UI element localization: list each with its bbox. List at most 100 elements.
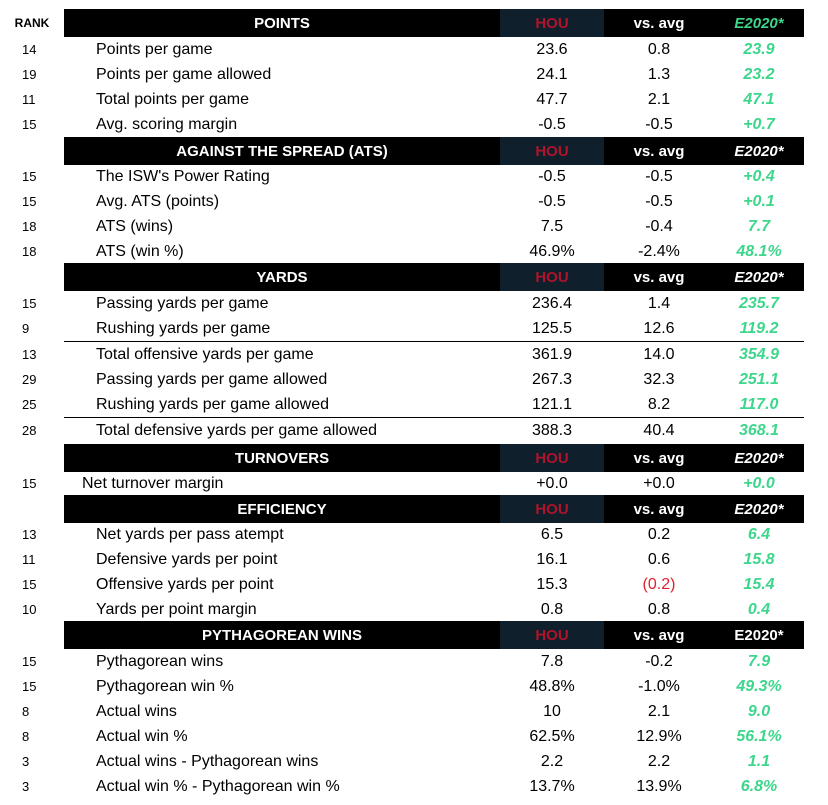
team-value: 10	[543, 702, 561, 720]
vs-avg-value: 2.1	[647, 702, 671, 720]
stat-label: Actual wins - Pythagorean wins	[96, 752, 319, 770]
stat-label: Rushing yards per game allowed	[96, 395, 330, 413]
table-row: 9 Rushing yards per game 125.5 12.6 119.2	[0, 316, 828, 341]
rank-cell: 15	[22, 117, 37, 132]
stat-label: Net turnover margin	[82, 474, 224, 492]
vs-avg-value: -0.2	[645, 652, 673, 670]
table-row: 18 ATS (wins) 7.5 -0.4 7.7	[0, 214, 828, 239]
e2020-value: 251.1	[738, 370, 780, 388]
section-header: AGAINST THE SPREAD (ATS) HOU vs. avg E2020*	[0, 137, 828, 165]
stat-label: Total points per game	[96, 90, 249, 108]
rank-cell: 28	[22, 423, 37, 438]
table-row: 3 Actual wins - Pythagorean wins 2.2 2.2 1.1	[0, 749, 828, 774]
e2020-value: 7.7	[747, 217, 771, 235]
rank-cell: 15	[22, 194, 37, 209]
stat-label: Actual win % - Pythagorean win %	[96, 777, 340, 795]
team-value: 0.8	[540, 600, 564, 618]
row-divider	[64, 341, 804, 342]
team-value: 6.5	[540, 525, 564, 543]
section-title: AGAINST THE SPREAD (ATS)	[176, 142, 388, 160]
e2020-value: 23.9	[743, 40, 775, 58]
team-value: 361.9	[531, 345, 573, 363]
team-column-header: HOU	[500, 137, 604, 165]
table-row: 15 Net turnover margin +0.0 +0.0 +0.0	[0, 471, 828, 496]
team-value: 236.4	[531, 294, 573, 312]
rank-cell: 8	[22, 704, 30, 719]
stat-label: Passing yards per game	[96, 294, 269, 312]
table-row: 19 Points per game allowed 24.1 1.3 23.2	[0, 62, 828, 87]
stat-label: The ISW's Power Rating	[96, 167, 270, 185]
team-value: 267.3	[531, 370, 573, 388]
rank-cell: 3	[22, 779, 30, 794]
e2020-value: 9.0	[747, 702, 771, 720]
e2020-value: +0.0	[743, 474, 775, 492]
section-title: EFFICIENCY	[237, 500, 327, 518]
vs-avg-value: +0.0	[643, 474, 675, 492]
vs-avg-value: 14.0	[643, 345, 675, 363]
table-row: 10 Yards per point margin 0.8 0.8 0.4	[0, 597, 828, 622]
table-row: 28 Total defensive yards per game allowed…	[0, 418, 828, 443]
vs-avg-value: -0.4	[645, 217, 673, 235]
vs-avg-column-header: vs. avg	[633, 268, 685, 286]
rank-cell: 3	[22, 754, 30, 769]
e2020-value: +0.4	[743, 167, 775, 185]
stat-label: Total defensive yards per game allowed	[96, 421, 378, 439]
table-row: 14 Points per game 23.6 0.8 23.9	[0, 37, 828, 62]
stat-label: Offensive yards per point	[96, 575, 274, 593]
table-row: 15 Avg. scoring margin -0.5 -0.5 +0.7	[0, 112, 828, 137]
e2020-value: 6.8%	[740, 777, 778, 795]
e2020-value: 119.2	[739, 319, 779, 337]
rank-cell: 15	[22, 296, 37, 311]
team-value: 62.5%	[529, 727, 575, 745]
rank-cell: 18	[22, 219, 37, 234]
team-value: -0.5	[538, 192, 566, 210]
rank-cell: 9	[22, 321, 30, 336]
stat-label: Actual win %	[96, 727, 188, 745]
team-value: 125.5	[531, 319, 573, 337]
table-row: 18 ATS (win %) 46.9% -2.4% 48.1%	[0, 239, 828, 264]
e2020-value: 1.1	[747, 752, 771, 770]
vs-avg-value: 0.8	[647, 40, 671, 58]
team-value: 46.9%	[529, 242, 575, 260]
rank-cell: 29	[22, 372, 37, 387]
team-value: 15.3	[536, 575, 568, 593]
table-row: 11 Total points per game 47.7 2.1 47.1	[0, 87, 828, 112]
rank-cell: 11	[22, 92, 36, 107]
section-header: EFFICIENCY HOU vs. avg E2020*	[0, 495, 828, 523]
team-value: -0.5	[538, 115, 566, 133]
team-value: 23.6	[536, 40, 568, 58]
rank-cell: 15	[22, 577, 37, 592]
table-row: 15 Pythagorean wins 7.8 -0.2 7.9	[0, 649, 828, 674]
table-row: 13 Net yards per pass atempt 6.5 0.2 6.4	[0, 522, 828, 547]
stat-label: Avg. ATS (points)	[96, 192, 220, 210]
e2020-value: 235.7	[738, 294, 780, 312]
header-bar	[64, 621, 804, 649]
team-column-header: HOU	[500, 621, 604, 649]
e2020-value: 23.2	[743, 65, 775, 83]
vs-avg-column-header: vs. avg	[633, 14, 685, 32]
e2020-value: 47.1	[743, 90, 775, 108]
rank-cell: 8	[22, 729, 30, 744]
vs-avg-value: 12.9%	[636, 727, 682, 745]
e2020-column-header: E2020*	[734, 14, 784, 32]
team-value: 48.8%	[529, 677, 575, 695]
vs-avg-value: -2.4%	[638, 242, 680, 260]
section-title: TURNOVERS	[234, 449, 330, 467]
stat-label: Total offensive yards per game	[96, 345, 314, 363]
header-bar	[64, 137, 804, 165]
stat-label: Points per game allowed	[96, 65, 272, 83]
e2020-column-header: E2020*	[734, 268, 784, 286]
stat-label: Pythagorean win %	[96, 677, 234, 695]
e2020-value: +0.7	[743, 115, 775, 133]
rank-cell: 15	[22, 679, 37, 694]
e2020-value: 48.1%	[736, 242, 782, 260]
rank-cell: 14	[22, 42, 37, 57]
table-row: 29 Passing yards per game allowed 267.3 32.…	[0, 367, 828, 392]
stat-label: Yards per point margin	[96, 600, 257, 618]
team-value: +0.0	[536, 474, 568, 492]
vs-avg-value: 1.3	[647, 65, 671, 83]
rank-cell: 15	[22, 654, 37, 669]
vs-avg-value: (0.2)	[642, 575, 676, 593]
rank-cell: 15	[22, 169, 37, 184]
vs-avg-value: -0.5	[645, 167, 673, 185]
